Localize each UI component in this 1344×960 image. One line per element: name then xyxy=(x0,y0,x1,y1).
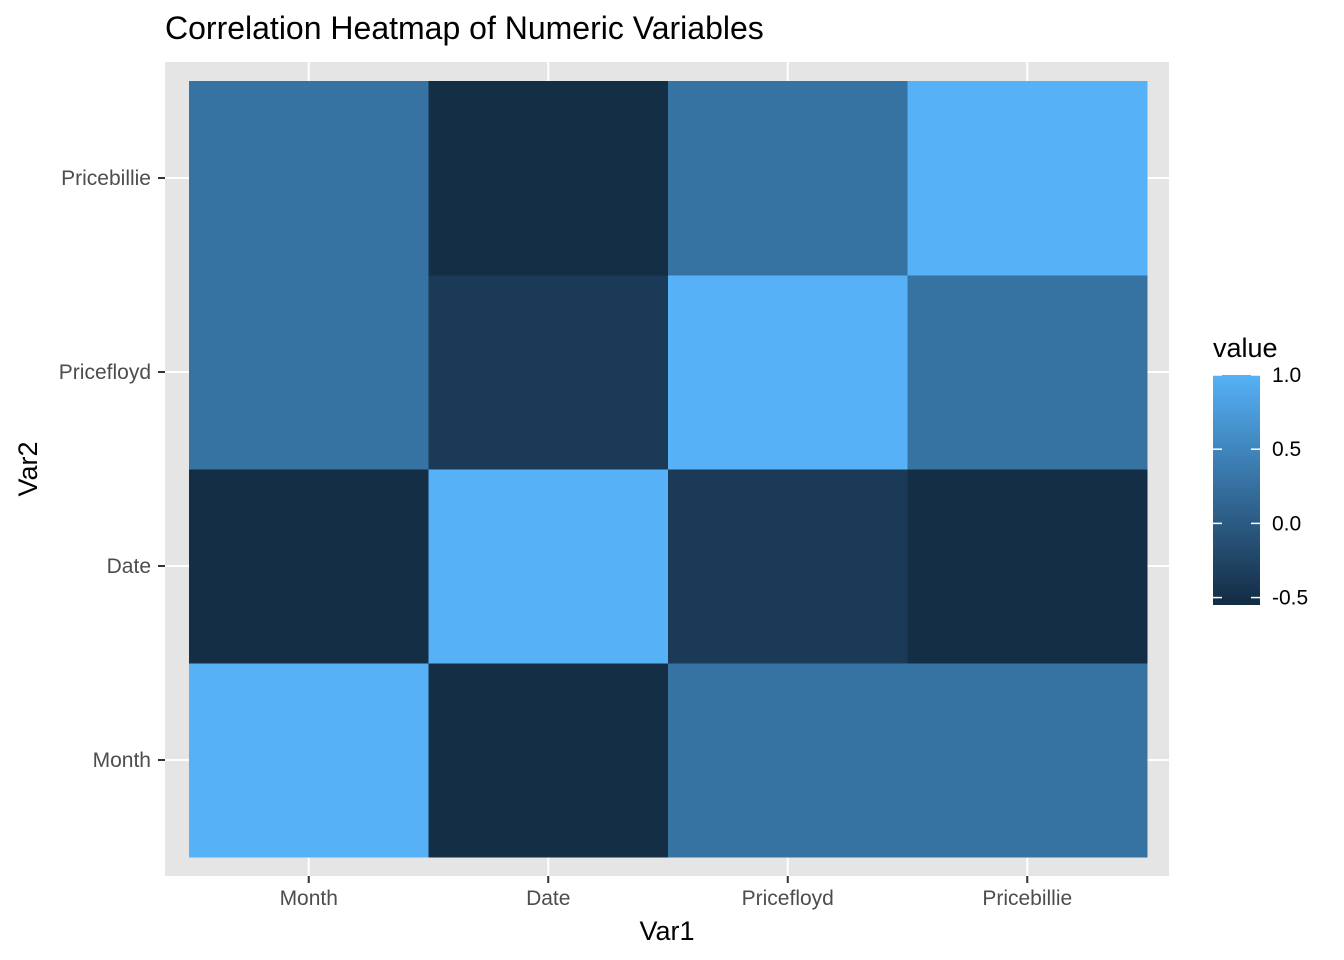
x-tick-label: Month xyxy=(280,887,338,910)
y-axis-title: Var2 xyxy=(13,441,43,496)
y-tick-label: Date xyxy=(107,555,151,578)
heatmap-cell-month-pricebillie xyxy=(907,663,1148,858)
chart-title: Correlation Heatmap of Numeric Variables xyxy=(165,10,764,46)
heatmap-cell-date-date xyxy=(428,469,669,664)
heatmap-cell-pricebillie-pricebillie xyxy=(907,81,1148,276)
y-axis: Month Date Pricefloyd Pricebillie xyxy=(59,167,165,772)
colorbar-tick-label: -0.5 xyxy=(1272,587,1308,610)
colorbar-tick-label: 0.5 xyxy=(1272,438,1301,461)
heatmap-cell-pricefloyd-date xyxy=(428,275,669,470)
x-tick-label: Pricebillie xyxy=(982,887,1072,910)
heatmap-cell-month-pricefloyd xyxy=(668,663,908,858)
legend-title: value xyxy=(1213,333,1278,363)
x-tick-label: Date xyxy=(526,887,570,910)
heatmap-cell-pricebillie-pricefloyd xyxy=(668,81,908,276)
x-tick-label: Pricefloyd xyxy=(742,887,834,910)
heatmap-cell-pricefloyd-pricebillie xyxy=(907,275,1148,470)
x-axis-title: Var1 xyxy=(639,916,694,946)
heatmap-cell-pricebillie-date xyxy=(428,81,669,276)
heatmap-cells xyxy=(189,81,1148,858)
heatmap-cell-pricefloyd-pricefloyd xyxy=(668,275,908,470)
heatmap-cell-date-month xyxy=(189,469,429,664)
x-axis: Month Date Pricefloyd Pricebillie xyxy=(280,876,1072,910)
heatmap-cell-date-pricefloyd xyxy=(668,469,908,664)
colorbar-tick-label: 1.0 xyxy=(1272,364,1301,387)
color-legend: value 1.0 0.5 0.0 -0.5 xyxy=(1213,333,1308,610)
heatmap-cell-month-date xyxy=(428,663,669,858)
heatmap-cell-month-month xyxy=(189,663,429,858)
colorbar-tick-label: 0.0 xyxy=(1272,512,1301,535)
y-tick-label: Pricefloyd xyxy=(59,361,151,384)
heatmap-cell-date-pricebillie xyxy=(907,469,1148,664)
colorbar xyxy=(1213,375,1260,605)
heatmap-cell-pricefloyd-month xyxy=(189,275,429,470)
colorbar-ticks: 1.0 0.5 0.0 -0.5 xyxy=(1213,364,1308,610)
y-tick-label: Month xyxy=(93,749,151,772)
heatmap-cell-pricebillie-month xyxy=(189,81,429,276)
y-tick-label: Pricebillie xyxy=(61,167,151,190)
